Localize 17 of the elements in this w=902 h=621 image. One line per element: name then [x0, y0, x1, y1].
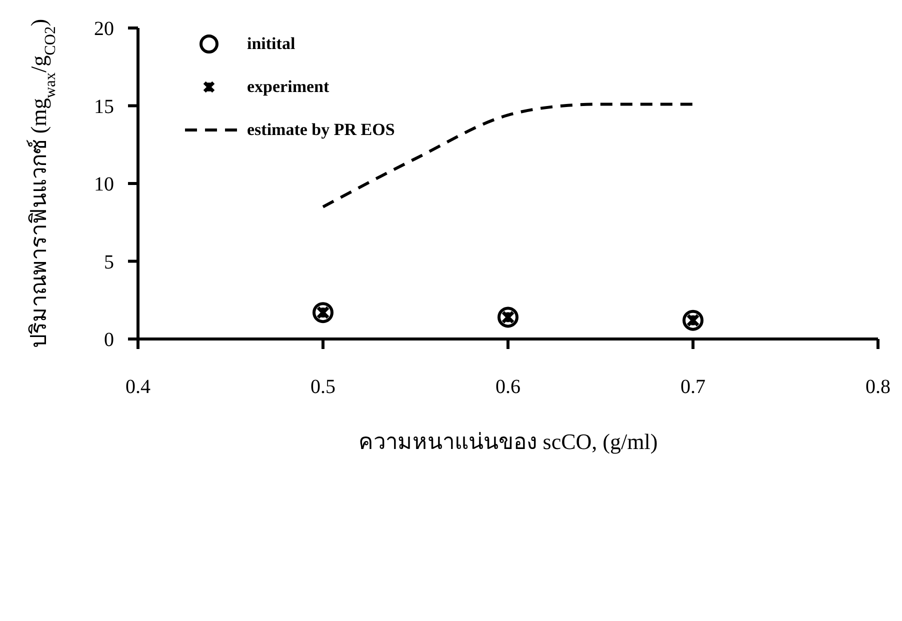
y-tick-label: 10 [94, 174, 114, 196]
x-tick-label: 0.6 [496, 376, 520, 398]
legend-label: estimate by PR EOS [247, 120, 395, 140]
x-tick-label: 0.5 [310, 376, 336, 398]
y-tick-label: 20 [94, 18, 114, 40]
y-tick-label: 5 [104, 251, 114, 274]
point [498, 306, 518, 328]
legend-label: initital [247, 34, 296, 54]
x-tick-label: 0.4 [126, 376, 150, 398]
legend-label: experiment [247, 76, 330, 96]
y-tick-label: 0 [104, 329, 114, 352]
y-tick-label: 15 [94, 96, 114, 118]
x-tick-label: 0.7 [680, 376, 706, 398]
point [682, 310, 704, 331]
x-axis-title: ความหนาแน่นของ scCO, (g/ml) [358, 429, 658, 454]
point [312, 302, 334, 324]
x-tick-label: 0.8 [866, 376, 890, 398]
